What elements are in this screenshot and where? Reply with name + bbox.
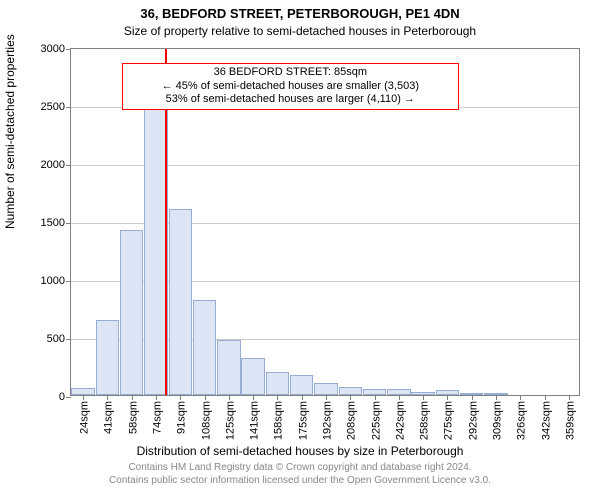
- xtick-label: 225sqm: [370, 401, 382, 440]
- xtick-mark: [350, 395, 351, 400]
- histogram-bar: [290, 375, 313, 395]
- xtick-label: 275sqm: [443, 401, 455, 440]
- xtick-label: 108sqm: [200, 401, 212, 440]
- ytick-label: 1500: [41, 217, 71, 229]
- histogram-bar: [314, 383, 337, 395]
- xtick-label: 292sqm: [467, 401, 479, 440]
- xtick-label: 74sqm: [152, 401, 164, 434]
- xtick-mark: [496, 395, 497, 400]
- xtick-label: 359sqm: [564, 401, 576, 440]
- ytick-label: 500: [47, 333, 71, 345]
- xtick-mark: [132, 395, 133, 400]
- annotation-line: 36 BEDFORD STREET: 85sqm: [127, 66, 454, 80]
- xtick-mark: [326, 395, 327, 400]
- x-axis-label: Distribution of semi-detached houses by …: [0, 444, 600, 458]
- histogram-bar: [169, 209, 192, 395]
- xtick-mark: [545, 395, 546, 400]
- histogram-bar: [71, 388, 94, 395]
- footer-line1: Contains HM Land Registry data © Crown c…: [0, 462, 600, 475]
- xtick-label: 125sqm: [224, 401, 236, 440]
- histogram-bar: [96, 320, 119, 395]
- histogram-bar: [339, 387, 362, 395]
- xtick-label: 41sqm: [103, 401, 115, 434]
- xtick-mark: [302, 395, 303, 400]
- xtick-mark: [83, 395, 84, 400]
- xtick-mark: [520, 395, 521, 400]
- xtick-mark: [107, 395, 108, 400]
- xtick-mark: [229, 395, 230, 400]
- xtick-mark: [447, 395, 448, 400]
- xtick-label: 326sqm: [516, 401, 528, 440]
- xtick-label: 141sqm: [249, 401, 261, 440]
- xtick-mark: [375, 395, 376, 400]
- histogram-bar: [217, 340, 240, 395]
- xtick-label: 192sqm: [322, 401, 334, 440]
- histogram-bar: [241, 358, 264, 395]
- xtick-mark: [156, 395, 157, 400]
- annotation-line: ← 45% of semi-detached houses are smalle…: [127, 80, 454, 94]
- ytick-label: 1000: [41, 275, 71, 287]
- xtick-label: 24sqm: [79, 401, 91, 434]
- xtick-label: 309sqm: [492, 401, 504, 440]
- ytick-label: 2500: [41, 101, 71, 113]
- histogram-bar: [193, 300, 216, 395]
- xtick-label: 91sqm: [176, 401, 188, 434]
- xtick-mark: [472, 395, 473, 400]
- y-axis-label: Number of semi-detached properties: [3, 209, 17, 229]
- annotation-box: 36 BEDFORD STREET: 85sqm← 45% of semi-de…: [122, 63, 459, 110]
- xtick-mark: [569, 395, 570, 400]
- xtick-label: 242sqm: [394, 401, 406, 440]
- xtick-label: 158sqm: [273, 401, 285, 440]
- chart-subtitle: Size of property relative to semi-detach…: [0, 24, 600, 38]
- xtick-mark: [253, 395, 254, 400]
- footer-line2: Contains public sector information licen…: [0, 475, 600, 488]
- chart-title: 36, BEDFORD STREET, PETERBOROUGH, PE1 4D…: [0, 6, 600, 21]
- histogram-bar: [266, 372, 289, 395]
- ytick-label: 3000: [41, 43, 71, 55]
- xtick-mark: [180, 395, 181, 400]
- ytick-label: 2000: [41, 159, 71, 171]
- xtick-mark: [399, 395, 400, 400]
- annotation-line: 53% of semi-detached houses are larger (…: [127, 93, 454, 107]
- ytick-label: 0: [59, 391, 71, 403]
- xtick-mark: [277, 395, 278, 400]
- xtick-mark: [205, 395, 206, 400]
- plot-area: 05001000150020002500300024sqm41sqm58sqm7…: [70, 48, 580, 396]
- xtick-label: 258sqm: [419, 401, 431, 440]
- xtick-label: 58sqm: [127, 401, 139, 434]
- footer-attribution: Contains HM Land Registry data © Crown c…: [0, 462, 600, 487]
- xtick-label: 175sqm: [297, 401, 309, 440]
- xtick-label: 208sqm: [346, 401, 358, 440]
- xtick-label: 342sqm: [540, 401, 552, 440]
- histogram-bar: [144, 103, 167, 395]
- xtick-mark: [423, 395, 424, 400]
- histogram-bar: [120, 230, 143, 395]
